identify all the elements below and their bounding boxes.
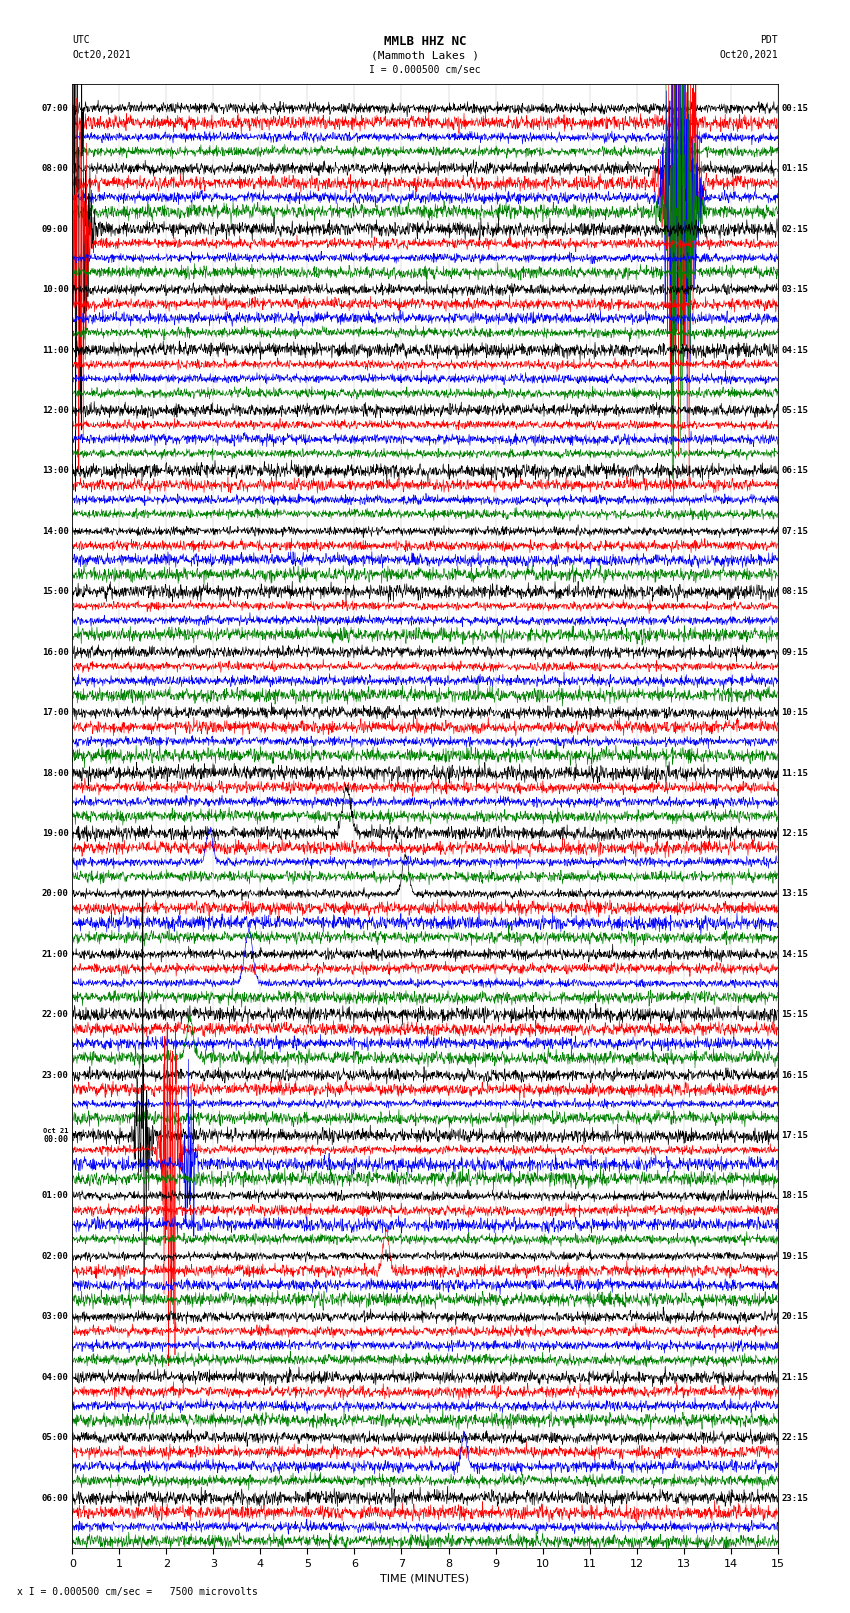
Text: I = 0.000500 cm/sec: I = 0.000500 cm/sec [369,65,481,74]
Text: 03:00: 03:00 [42,1313,69,1321]
Text: 04:00: 04:00 [42,1373,69,1382]
Text: 12:00: 12:00 [42,406,69,415]
Text: 02:00: 02:00 [42,1252,69,1261]
Text: 23:00: 23:00 [42,1071,69,1079]
Text: 07:00: 07:00 [42,103,69,113]
Text: 20:15: 20:15 [781,1313,808,1321]
Text: 21:00: 21:00 [42,950,69,958]
Text: 09:00: 09:00 [42,224,69,234]
Text: 08:15: 08:15 [781,587,808,597]
Text: Oct20,2021: Oct20,2021 [719,50,778,60]
Text: UTC: UTC [72,35,90,45]
Text: 01:00: 01:00 [42,1192,69,1200]
Text: 03:15: 03:15 [781,286,808,294]
Text: 13:15: 13:15 [781,889,808,898]
Text: 19:15: 19:15 [781,1252,808,1261]
Text: 11:15: 11:15 [781,768,808,777]
Text: 06:15: 06:15 [781,466,808,476]
Text: 10:00: 10:00 [42,286,69,294]
Text: 01:15: 01:15 [781,165,808,173]
Text: 02:15: 02:15 [781,224,808,234]
Text: 17:15: 17:15 [781,1131,808,1140]
Text: (Mammoth Lakes ): (Mammoth Lakes ) [371,50,479,60]
Text: PDT: PDT [760,35,778,45]
Text: 21:15: 21:15 [781,1373,808,1382]
Text: 07:15: 07:15 [781,527,808,536]
Text: 06:00: 06:00 [42,1494,69,1503]
Text: 18:15: 18:15 [781,1192,808,1200]
Text: 05:00: 05:00 [42,1434,69,1442]
Text: 16:00: 16:00 [42,648,69,656]
Text: 22:15: 22:15 [781,1434,808,1442]
Text: 16:15: 16:15 [781,1071,808,1079]
Text: x I = 0.000500 cm/sec =   7500 microvolts: x I = 0.000500 cm/sec = 7500 microvolts [17,1587,258,1597]
Text: 08:00: 08:00 [42,165,69,173]
Text: 14:00: 14:00 [42,527,69,536]
Text: 14:15: 14:15 [781,950,808,958]
Text: 15:15: 15:15 [781,1010,808,1019]
Text: 11:00: 11:00 [42,345,69,355]
Text: 23:15: 23:15 [781,1494,808,1503]
Text: 22:00: 22:00 [42,1010,69,1019]
X-axis label: TIME (MINUTES): TIME (MINUTES) [381,1573,469,1582]
Text: 10:15: 10:15 [781,708,808,718]
Text: 18:00: 18:00 [42,768,69,777]
Text: 15:00: 15:00 [42,587,69,597]
Text: 12:15: 12:15 [781,829,808,837]
Text: 13:00: 13:00 [42,466,69,476]
Text: 19:00: 19:00 [42,829,69,837]
Text: 09:15: 09:15 [781,648,808,656]
Text: 04:15: 04:15 [781,345,808,355]
Text: 20:00: 20:00 [42,889,69,898]
Text: 05:15: 05:15 [781,406,808,415]
Text: 00:00: 00:00 [43,1136,69,1144]
Text: 00:15: 00:15 [781,103,808,113]
Text: 17:00: 17:00 [42,708,69,718]
Text: MMLB HHZ NC: MMLB HHZ NC [383,35,467,48]
Text: Oct20,2021: Oct20,2021 [72,50,131,60]
Text: Oct 21: Oct 21 [43,1127,69,1134]
